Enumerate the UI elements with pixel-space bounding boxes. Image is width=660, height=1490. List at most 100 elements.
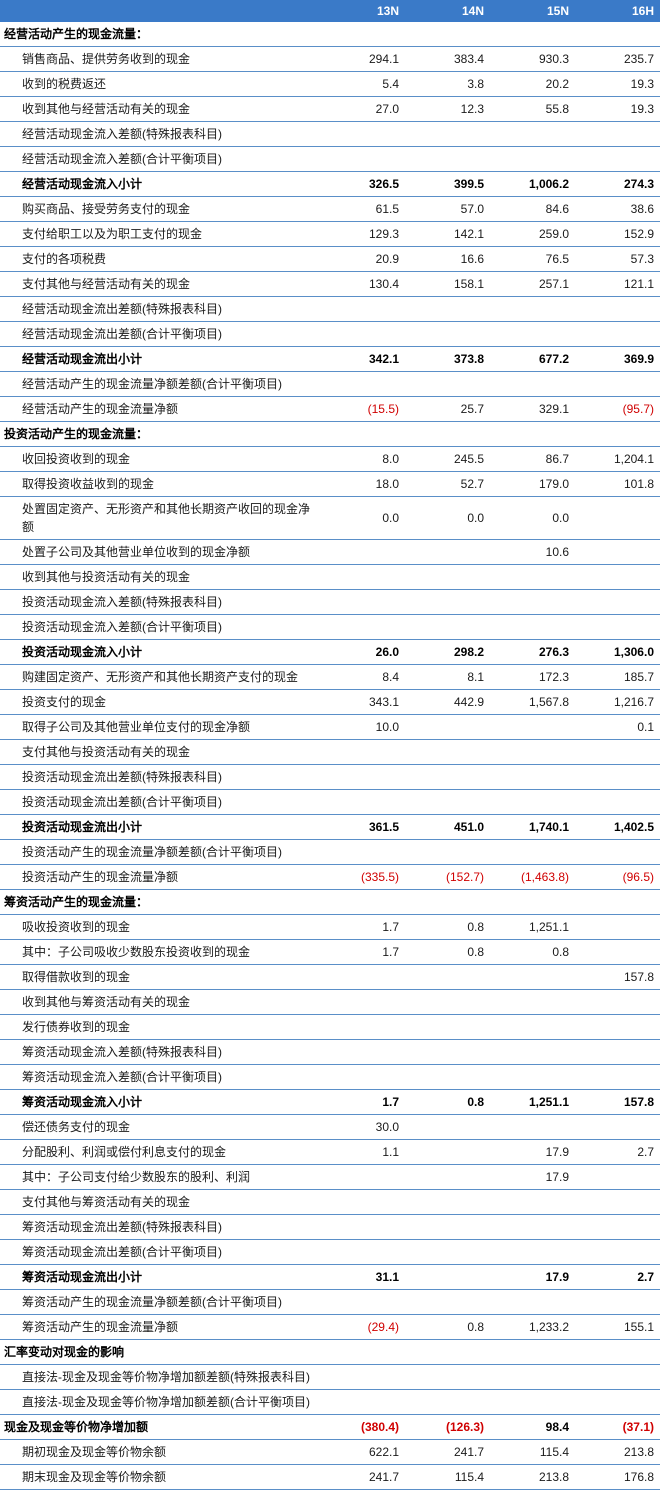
row-label: 销售商品、提供劳务收到的现金 — [0, 47, 320, 72]
cell-value — [490, 1215, 575, 1240]
row-label: 筹资活动产生的现金流量净额差额(合计平衡项目) — [0, 1290, 320, 1315]
cell-value: 8.0 — [320, 447, 405, 472]
cell-value: 1,306.0 — [575, 640, 660, 665]
cell-value: 1,402.5 — [575, 815, 660, 840]
row-label: 汇率变动对现金的影响 — [0, 1340, 320, 1365]
row-label: 收到其他与经营活动有关的现金 — [0, 97, 320, 122]
table-row: 取得借款收到的现金157.8 — [0, 965, 660, 990]
row-label: 收回投资收到的现金 — [0, 447, 320, 472]
cell-value: 373.8 — [405, 347, 490, 372]
row-label: 现金及现金等价物净增加额 — [0, 1415, 320, 1440]
cell-value — [405, 1140, 490, 1165]
cell-value — [320, 1190, 405, 1215]
table-row: 筹资活动现金流入小计1.70.81,251.1157.8 — [0, 1090, 660, 1115]
table-row: 经营活动产生的现金流量： — [0, 22, 660, 47]
cell-value — [490, 715, 575, 740]
header-row: 13N 14N 15N 16H — [0, 0, 660, 22]
cell-value — [405, 965, 490, 990]
cell-value — [575, 297, 660, 322]
table-row: 取得子公司及其他营业单位支付的现金净额10.00.1 — [0, 715, 660, 740]
cell-value — [405, 422, 490, 447]
cell-value: 55.8 — [490, 97, 575, 122]
table-row: 投资活动现金流出差额(特殊报表科目) — [0, 765, 660, 790]
cell-value: (15.5) — [320, 397, 405, 422]
row-label: 支付其他与投资活动有关的现金 — [0, 740, 320, 765]
cell-value — [320, 1040, 405, 1065]
table-row: 收回投资收到的现金8.0245.586.71,204.1 — [0, 447, 660, 472]
cell-value: 326.5 — [320, 172, 405, 197]
cell-value — [320, 840, 405, 865]
cell-value: 930.3 — [490, 47, 575, 72]
table-row: 投资活动现金流入差额(特殊报表科目) — [0, 590, 660, 615]
cell-value — [490, 147, 575, 172]
cell-value: 19.3 — [575, 97, 660, 122]
row-label: 收到其他与投资活动有关的现金 — [0, 565, 320, 590]
cell-value: (95.7) — [575, 397, 660, 422]
cell-value: (37.1) — [575, 1415, 660, 1440]
cell-value: 121.1 — [575, 272, 660, 297]
row-label: 经营活动现金流出差额(特殊报表科目) — [0, 297, 320, 322]
cell-value — [320, 540, 405, 565]
cell-value — [575, 740, 660, 765]
row-label: 其中：子公司支付给少数股东的股利、利润 — [0, 1165, 320, 1190]
cell-value: 241.7 — [405, 1440, 490, 1465]
cell-value — [490, 372, 575, 397]
table-row: 偿还债务支付的现金30.0 — [0, 1115, 660, 1140]
cell-value — [575, 1365, 660, 1390]
cell-value: 245.5 — [405, 447, 490, 472]
table-row: 支付其他与投资活动有关的现金 — [0, 740, 660, 765]
table-row: 投资活动产生的现金流量净额(335.5)(152.7)(1,463.8)(96.… — [0, 865, 660, 890]
row-label: 吸收投资收到的现金 — [0, 915, 320, 940]
table-row: 支付的各项税费20.916.676.557.3 — [0, 247, 660, 272]
cell-value — [490, 422, 575, 447]
table-row: 收到其他与投资活动有关的现金 — [0, 565, 660, 590]
row-label: 取得借款收到的现金 — [0, 965, 320, 990]
cell-value: 115.4 — [405, 1465, 490, 1490]
cell-value: 52.7 — [405, 472, 490, 497]
row-label: 支付给职工以及为职工支付的现金 — [0, 222, 320, 247]
row-label: 发行债券收到的现金 — [0, 1015, 320, 1040]
cell-value: 19.3 — [575, 72, 660, 97]
cell-value — [405, 1115, 490, 1140]
cell-value: 0.8 — [405, 915, 490, 940]
cell-value: 241.7 — [320, 1465, 405, 1490]
cell-value: 213.8 — [575, 1440, 660, 1465]
cell-value — [575, 765, 660, 790]
row-label: 筹资活动产生的现金流量： — [0, 890, 320, 915]
cell-value: 176.8 — [575, 1465, 660, 1490]
cell-value — [490, 22, 575, 47]
cell-value — [575, 1240, 660, 1265]
cell-value: 17.9 — [490, 1265, 575, 1290]
cell-value — [490, 1065, 575, 1090]
table-row: 投资活动现金流出小计361.5451.01,740.11,402.5 — [0, 815, 660, 840]
cell-value — [405, 1340, 490, 1365]
cell-value: 61.5 — [320, 197, 405, 222]
cell-value: 383.4 — [405, 47, 490, 72]
cell-value — [490, 740, 575, 765]
table-row: 支付其他与经营活动有关的现金130.4158.1257.1121.1 — [0, 272, 660, 297]
cell-value: 1,204.1 — [575, 447, 660, 472]
col-label — [0, 0, 320, 22]
table-row: 筹资活动现金流入差额(特殊报表科目) — [0, 1040, 660, 1065]
cell-value — [320, 965, 405, 990]
table-row: 投资活动现金流入差额(合计平衡项目) — [0, 615, 660, 640]
table-row: 汇率变动对现金的影响 — [0, 1340, 660, 1365]
row-label: 收到其他与筹资活动有关的现金 — [0, 990, 320, 1015]
cell-value: 5.4 — [320, 72, 405, 97]
row-label: 经营活动产生的现金流量净额 — [0, 397, 320, 422]
cell-value: 1,567.8 — [490, 690, 575, 715]
cell-value: 0.0 — [320, 497, 405, 540]
cell-value — [320, 615, 405, 640]
cell-value: 142.1 — [405, 222, 490, 247]
table-row: 筹资活动产生的现金流量： — [0, 890, 660, 915]
cell-value — [405, 1040, 490, 1065]
cell-value — [490, 1190, 575, 1215]
col-14n: 14N — [405, 0, 490, 22]
cell-value: 442.9 — [405, 690, 490, 715]
row-label: 经营活动现金流入差额(合计平衡项目) — [0, 147, 320, 172]
cell-value: (29.4) — [320, 1315, 405, 1340]
cell-value — [320, 372, 405, 397]
cell-value — [320, 1065, 405, 1090]
cell-value: 1,233.2 — [490, 1315, 575, 1340]
cell-value — [320, 422, 405, 447]
